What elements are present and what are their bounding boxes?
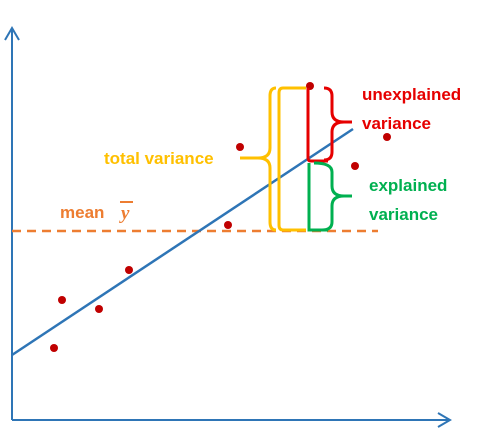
mean-y-symbol: y <box>119 203 130 224</box>
data-point <box>236 143 244 151</box>
unexplained-label-line1: unexplained <box>362 85 461 104</box>
total-variance-label: total variance <box>104 149 214 168</box>
data-point <box>383 133 391 141</box>
data-point <box>224 221 232 229</box>
total-variance-bracket <box>277 86 306 232</box>
explained-variance-bracket <box>307 163 328 232</box>
data-point <box>95 305 103 313</box>
regression-line <box>11 127 354 357</box>
unexplained-variance-bracket <box>306 88 328 163</box>
data-point <box>58 296 66 304</box>
x-axis-arrow-icon <box>437 412 452 428</box>
explained-variance-brace <box>313 161 345 232</box>
unexplained-label-line2: variance <box>362 114 431 133</box>
data-points <box>50 82 391 352</box>
data-point <box>351 162 359 170</box>
unexplained-variance-brace <box>323 86 345 162</box>
explained-label-line1: explained <box>369 176 447 195</box>
y-axis-arrow-icon <box>4 26 20 41</box>
total-variance-brace <box>257 86 277 232</box>
mean-label: mean <box>60 203 104 222</box>
explained-label-line2: variance <box>369 205 438 224</box>
data-point <box>50 344 58 352</box>
data-point <box>125 266 133 274</box>
